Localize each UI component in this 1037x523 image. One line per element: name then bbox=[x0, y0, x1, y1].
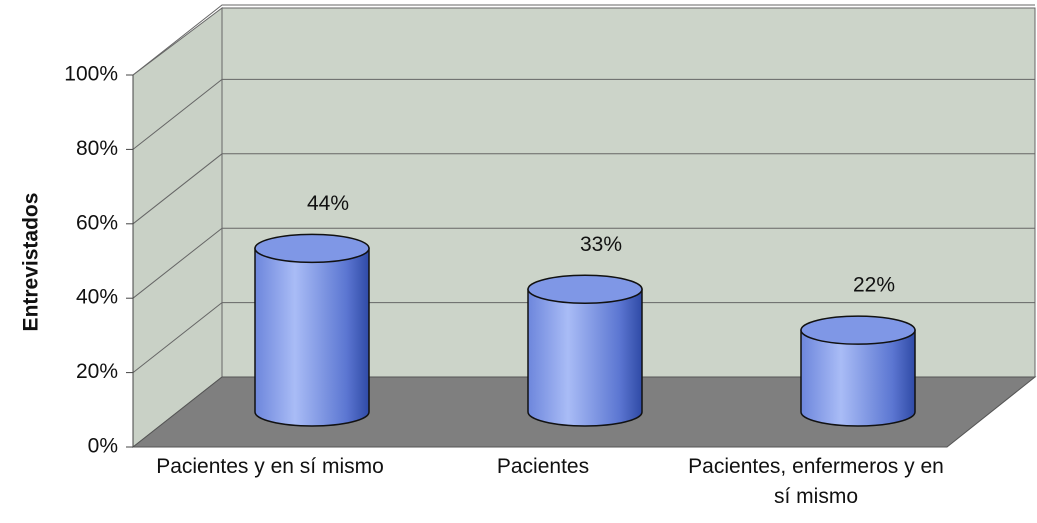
side-wall bbox=[132, 6, 223, 449]
x-tick-label: Pacientes y en sí mismo bbox=[156, 455, 384, 478]
grid-line bbox=[132, 227, 1035, 299]
bar bbox=[527, 274, 643, 427]
value-label: 44% bbox=[307, 192, 349, 215]
bar-top bbox=[254, 233, 370, 264]
y-axis-label: Entrevistados bbox=[20, 193, 43, 332]
bar bbox=[254, 233, 370, 427]
y-tick-label: 40% bbox=[76, 286, 118, 309]
x-tick-label: Pacientes, enfermeros y en sí mismo bbox=[688, 455, 944, 508]
bar bbox=[800, 315, 916, 427]
bar-side bbox=[527, 288, 643, 427]
y-tick-label: 80% bbox=[76, 137, 118, 160]
x-tick-label: Pacientes bbox=[496, 455, 590, 478]
y-tick-label: 60% bbox=[76, 211, 118, 234]
value-label: 22% bbox=[853, 274, 895, 297]
y-tick-label: 20% bbox=[76, 360, 118, 383]
grid-line bbox=[132, 78, 1035, 150]
bar-side bbox=[800, 329, 916, 427]
bar-top bbox=[527, 274, 643, 304]
bar-top bbox=[800, 315, 916, 345]
value-label: 33% bbox=[580, 233, 622, 256]
y-tick-label: 100% bbox=[64, 63, 118, 86]
y-tick-label: 0% bbox=[88, 435, 118, 458]
grid-line bbox=[132, 153, 1035, 225]
bar-side bbox=[254, 247, 370, 427]
grid-line bbox=[132, 302, 1035, 373]
grid-line bbox=[132, 4, 1035, 76]
